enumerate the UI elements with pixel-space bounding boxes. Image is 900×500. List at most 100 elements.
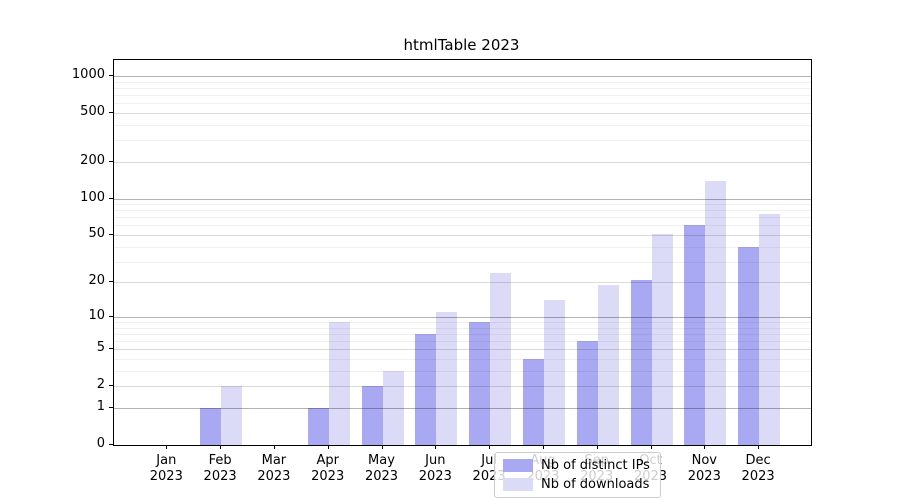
y-gridline [114, 316, 811, 318]
y-minor-gridline [114, 359, 811, 360]
bar-apr-downloads [328, 322, 350, 445]
x-axis-tick-mark [220, 445, 222, 449]
x-axis-tick-mark [166, 445, 168, 449]
y-gridline [114, 349, 811, 351]
bar-dec-downloads [759, 214, 781, 445]
grid-layer [114, 60, 811, 445]
bar-aug-downloads [543, 300, 565, 445]
y-minor-gridline [114, 322, 811, 323]
y-minor-gridline [114, 103, 811, 105]
bar-jul-downloads [490, 273, 512, 445]
bar-may-downloads [382, 371, 404, 445]
bar-apr-distinct-ips [307, 408, 329, 445]
y-minor-gridline [114, 210, 811, 212]
y-axis-tick-label: 200 [80, 152, 105, 168]
y-gridline [114, 386, 811, 388]
legend: Nb of distinct IPs Nb of downloads [494, 452, 661, 498]
y-minor-gridline [114, 87, 811, 89]
x-axis-tick-mark [327, 445, 329, 449]
legend-swatch-distinct-ips-icon [503, 459, 533, 472]
y-axis-tick-mark [109, 197, 113, 199]
x-axis-tick-label-may: May 2023 [364, 453, 399, 484]
y-minor-gridline [114, 225, 811, 227]
y-axis-tick-mark [109, 75, 113, 76]
x-axis-tick-label-mar: Mar 2023 [257, 453, 291, 484]
bar-feb-distinct-ips [200, 408, 222, 445]
x-axis-tick-mark [704, 445, 706, 449]
bar-oct-distinct-ips [630, 279, 652, 445]
bar-sep-distinct-ips [576, 341, 598, 445]
bar-jun-distinct-ips [415, 333, 437, 445]
y-axis-tick-mark [109, 407, 113, 408]
legend-label: Nb of distinct IPs [541, 458, 650, 473]
y-axis-tick-label: 2 [96, 377, 105, 393]
y-gridline [114, 76, 811, 77]
y-gridline [114, 282, 811, 284]
x-axis-tick-label-feb: Feb 2023 [203, 453, 237, 484]
y-axis-tick-mark [109, 281, 113, 283]
y-axis-tick-label: 5 [96, 340, 105, 356]
bar-jun-downloads [436, 312, 458, 445]
y-axis-tick-label: 0 [96, 436, 105, 451]
x-axis-tick-mark [758, 445, 760, 449]
bar-oct-downloads [651, 233, 673, 445]
y-minor-gridline [114, 246, 811, 248]
bar-dec-distinct-ips [738, 246, 760, 445]
y-minor-gridline [114, 140, 811, 142]
y-minor-gridline [114, 261, 811, 263]
y-minor-gridline [114, 124, 811, 126]
bar-feb-downloads [221, 386, 243, 445]
y-minor-gridline [114, 204, 811, 206]
x-axis-tick-label-jan: Jan 2023 [149, 453, 183, 484]
x-axis-tick-label-dec: Dec 2023 [741, 453, 775, 484]
plot-area: Nb of distinct IPs Nb of downloads [113, 59, 812, 498]
y-minor-gridline [114, 327, 811, 329]
y-minor-gridline [114, 341, 811, 343]
y-minor-gridline [114, 217, 811, 219]
legend-label: Nb of downloads [541, 477, 650, 492]
y-gridline [114, 235, 811, 236]
y-axis-tick-label: 50 [88, 226, 105, 241]
y-axis-tick-mark [109, 348, 113, 350]
x-axis-tick-mark [381, 445, 383, 449]
y-minor-gridline [114, 95, 811, 96]
bar-may-distinct-ips [361, 386, 383, 445]
y-axis-tick-mark [109, 444, 113, 445]
y-axis-tick-mark [109, 234, 113, 235]
x-axis-tick-mark [596, 445, 598, 449]
y-axis-tick-label: 10 [88, 307, 105, 323]
x-axis-tick-mark [273, 445, 275, 449]
y-axis-tick-label: 1 [96, 399, 105, 414]
bar-nov-distinct-ips [684, 225, 706, 445]
x-axis-tick-label-nov: Nov 2023 [687, 453, 721, 484]
y-axis-tick-label: 20 [88, 273, 105, 289]
chart-title: htmlTable 2023 [403, 36, 520, 54]
legend-swatch-downloads-icon [503, 478, 533, 491]
y-gridline [114, 112, 811, 114]
x-axis-tick-mark [489, 445, 491, 449]
x-axis-tick-mark [435, 445, 437, 449]
y-gridline [114, 198, 811, 200]
x-axis-tick-label-apr: Apr 2023 [311, 453, 345, 484]
bar-jul-distinct-ips [469, 322, 491, 445]
y-axis-tick-label: 100 [80, 189, 105, 205]
y-axis-tick-mark [109, 111, 113, 113]
y-gridline [114, 408, 811, 409]
y-axis-tick-mark [109, 160, 113, 162]
bar-aug-distinct-ips [522, 359, 544, 445]
y-axis-tick-label: 500 [80, 103, 105, 119]
y-axis-tick-mark [109, 385, 113, 387]
bar-sep-downloads [597, 285, 619, 445]
x-axis-tick-label-jun: Jun 2023 [418, 453, 452, 484]
y-minor-gridline [114, 81, 811, 83]
legend-item-downloads: Nb of downloads [503, 477, 650, 492]
x-axis-tick-mark [650, 445, 652, 449]
bar-nov-downloads [705, 180, 727, 445]
bars-layer [114, 60, 811, 445]
y-minor-gridline [114, 371, 811, 372]
y-minor-gridline [114, 333, 811, 335]
y-axis-tick-label: 1000 [71, 67, 105, 82]
y-axis-tick-mark [109, 315, 113, 317]
x-axis-tick-mark [542, 445, 544, 449]
